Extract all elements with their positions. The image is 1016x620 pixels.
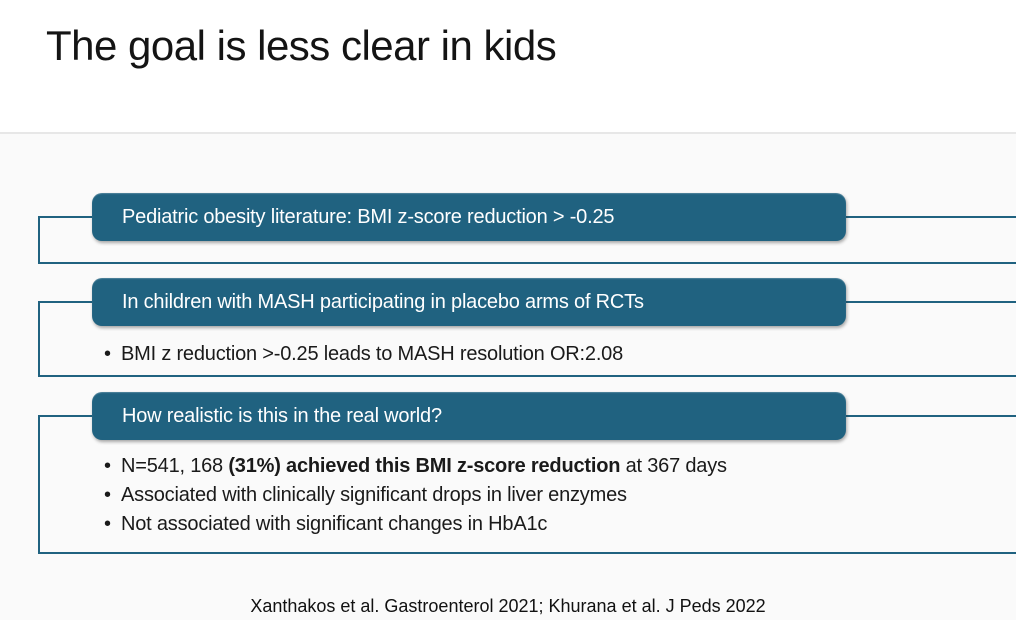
bracket-vertical-line-3 <box>38 415 40 554</box>
list-item: • BMI z reduction >-0.25 leads to MASH r… <box>104 340 996 369</box>
bracket-vertical-line-2 <box>38 301 40 377</box>
bullet-text-prefix: N=541, 168 <box>121 455 229 477</box>
bullet-icon: • <box>104 455 111 477</box>
bullet-icon: • <box>104 484 111 506</box>
bullet-icon: • <box>104 343 111 365</box>
section-header-mash-placebo-rcts: In children with MASH participating in p… <box>92 278 846 326</box>
bullet-text: Not associated with significant changes … <box>121 513 548 535</box>
bracket-vertical-line-1 <box>38 216 40 264</box>
bullet-icon: • <box>104 513 111 535</box>
title-band <box>0 0 1016 132</box>
bullet-list-real-world: • N=541, 168 (31%) achieved this BMI z-s… <box>104 452 996 539</box>
section-header-pediatric-literature: Pediatric obesity literature: BMI z-scor… <box>92 193 846 241</box>
section-header-label: How realistic is this in the real world? <box>122 405 442 427</box>
section-header-real-world: How realistic is this in the real world? <box>92 392 846 440</box>
list-item: • Associated with clinically significant… <box>104 481 996 510</box>
page-title: The goal is less clear in kids <box>46 22 557 69</box>
section-header-label: In children with MASH participating in p… <box>122 291 644 313</box>
bullet-text: BMI z reduction >-0.25 leads to MASH res… <box>121 343 624 365</box>
bullet-text-suffix: at 367 days <box>620 455 727 477</box>
section-header-label: Pediatric obesity literature: BMI z-scor… <box>122 206 615 228</box>
bracket-bottom-line-1 <box>38 262 1016 264</box>
list-item: • Not associated with significant change… <box>104 510 996 539</box>
title-divider <box>0 132 1016 134</box>
bracket-bottom-line-2 <box>38 375 1016 377</box>
bullet-list-mash-placebo-rcts: • BMI z reduction >-0.25 leads to MASH r… <box>104 340 996 369</box>
bracket-bottom-line-3 <box>38 552 1016 554</box>
citation-footer: Xanthakos et al. Gastroenterol 2021; Khu… <box>250 596 766 616</box>
list-item: • N=541, 168 (31%) achieved this BMI z-s… <box>104 452 996 481</box>
bullet-text: Associated with clinically significant d… <box>121 484 627 506</box>
bullet-text-bold: (31%) achieved this BMI z-score reductio… <box>228 455 621 477</box>
